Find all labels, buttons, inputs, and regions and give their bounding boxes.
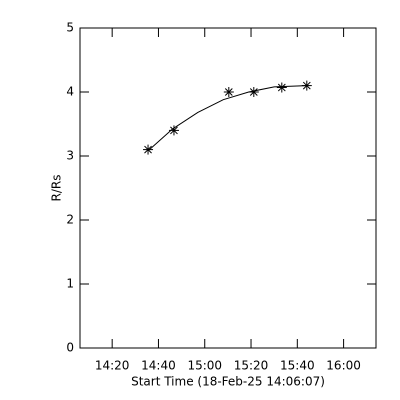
asterisk-marker [168,125,179,136]
x-tick-label: 15:40 [280,359,315,373]
y-tick-label: 1 [66,277,74,291]
y-tick-label: 0 [66,341,74,355]
asterisk-marker [276,82,287,93]
asterisk-marker [223,87,234,97]
y-tick-label: 3 [66,149,74,163]
asterisk-stroke [277,83,286,92]
asterisk-stroke [249,88,258,96]
x-tick-label: 15:00 [187,359,222,373]
x-tick-label: 15:20 [234,359,269,373]
y-tick-label: 4 [66,85,74,99]
asterisk-stroke [224,88,233,96]
x-axis-label: Start Time (18-Feb-25 14:06:07) [131,375,325,389]
y-tick-label: 5 [66,21,74,35]
fit-line [147,85,307,152]
y-axis-label: R/Rs [50,175,64,202]
x-tick-label: 14:40 [141,359,176,373]
x-tick-label: 14:20 [95,359,130,373]
y-tick-label: 2 [66,213,74,227]
asterisk-marker [143,144,154,155]
plot-frame [79,27,377,349]
x-tick-label: 16:00 [326,359,361,373]
asterisk-stroke [170,126,178,135]
asterisk-stroke [144,145,152,154]
